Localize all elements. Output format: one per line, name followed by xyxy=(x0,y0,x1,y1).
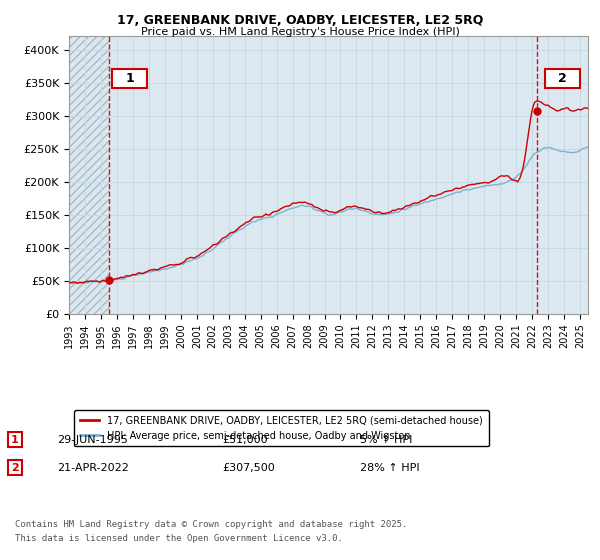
FancyBboxPatch shape xyxy=(112,69,147,88)
Text: 5% ↑ HPI: 5% ↑ HPI xyxy=(360,435,412,445)
Text: 21-APR-2022: 21-APR-2022 xyxy=(57,463,129,473)
Text: 2: 2 xyxy=(558,72,567,85)
Text: £51,000: £51,000 xyxy=(222,435,268,445)
Text: Price paid vs. HM Land Registry's House Price Index (HPI): Price paid vs. HM Land Registry's House … xyxy=(140,27,460,37)
Text: 17, GREENBANK DRIVE, OADBY, LEICESTER, LE2 5RQ: 17, GREENBANK DRIVE, OADBY, LEICESTER, L… xyxy=(117,14,483,27)
Text: 28% ↑ HPI: 28% ↑ HPI xyxy=(360,463,419,473)
Text: 1: 1 xyxy=(11,435,19,445)
Text: 2: 2 xyxy=(11,463,19,473)
Bar xyxy=(69,36,109,314)
Text: Contains HM Land Registry data © Crown copyright and database right 2025.: Contains HM Land Registry data © Crown c… xyxy=(15,520,407,529)
Text: This data is licensed under the Open Government Licence v3.0.: This data is licensed under the Open Gov… xyxy=(15,534,343,543)
Legend: 17, GREENBANK DRIVE, OADBY, LEICESTER, LE2 5RQ (semi-detached house), HPI: Avera: 17, GREENBANK DRIVE, OADBY, LEICESTER, L… xyxy=(74,410,488,446)
Text: 29-JUN-1995: 29-JUN-1995 xyxy=(57,435,128,445)
Text: £307,500: £307,500 xyxy=(222,463,275,473)
Text: 1: 1 xyxy=(125,72,134,85)
FancyBboxPatch shape xyxy=(545,69,580,88)
